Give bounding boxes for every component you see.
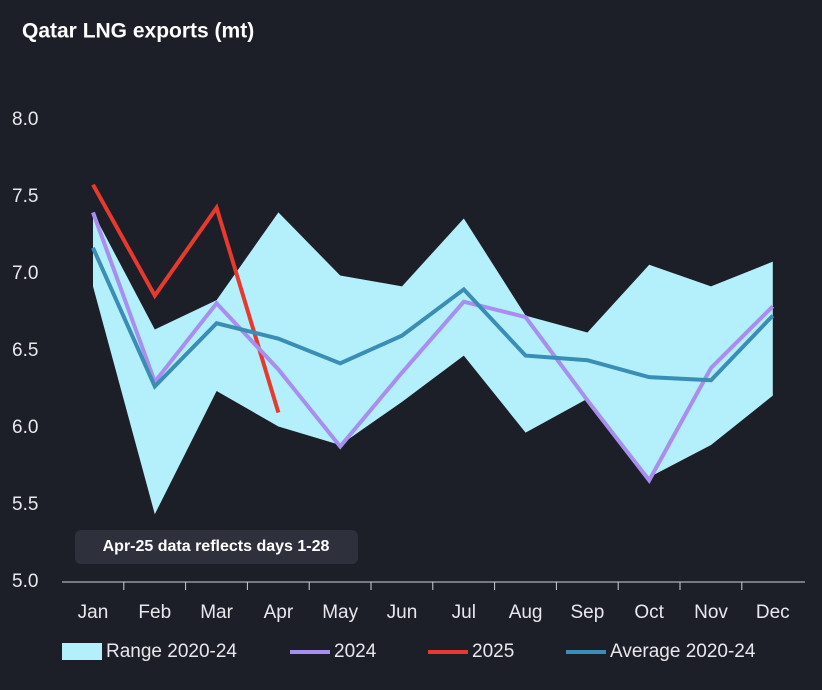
y-tick-label: 6.0	[12, 417, 38, 438]
x-tick-label: Dec	[756, 602, 790, 623]
x-tick-label: May	[322, 602, 358, 623]
x-tick-label: Apr	[264, 602, 294, 623]
line-series	[91, 247, 775, 390]
y-tick-label: 5.0	[12, 571, 38, 592]
range-band	[93, 212, 773, 515]
x-tick-label: Oct	[634, 602, 664, 623]
legend-label: 2024	[334, 641, 377, 662]
x-tick-label: Mar	[200, 602, 233, 623]
line-series	[91, 183, 281, 414]
legend-label: Average 2020-24	[610, 641, 756, 662]
y-tick-label: 8.0	[12, 109, 38, 130]
x-tick-label: Feb	[138, 602, 171, 623]
chart-title: Qatar LNG exports (mt)	[22, 20, 254, 43]
y-tick-label: 7.0	[12, 263, 38, 284]
annotation: Apr-25 data reflects days 1-28	[103, 538, 330, 555]
legend-swatch	[62, 643, 102, 660]
legend-label: 2025	[472, 641, 514, 662]
y-tick-label: 6.5	[12, 340, 38, 361]
y-tick-label: 7.5	[12, 186, 38, 207]
x-tick-label: Jul	[452, 602, 476, 623]
annotation-box	[75, 530, 358, 564]
legend-label: Range 2020-24	[106, 641, 237, 662]
x-tick-label: Nov	[694, 602, 728, 623]
x-tick-label: Aug	[509, 602, 543, 623]
x-tick-label: Jun	[387, 602, 418, 623]
y-tick-label: 5.5	[12, 494, 38, 515]
x-tick-label: Jan	[78, 602, 109, 623]
line-series	[91, 211, 775, 484]
x-tick-label: Sep	[570, 602, 604, 623]
